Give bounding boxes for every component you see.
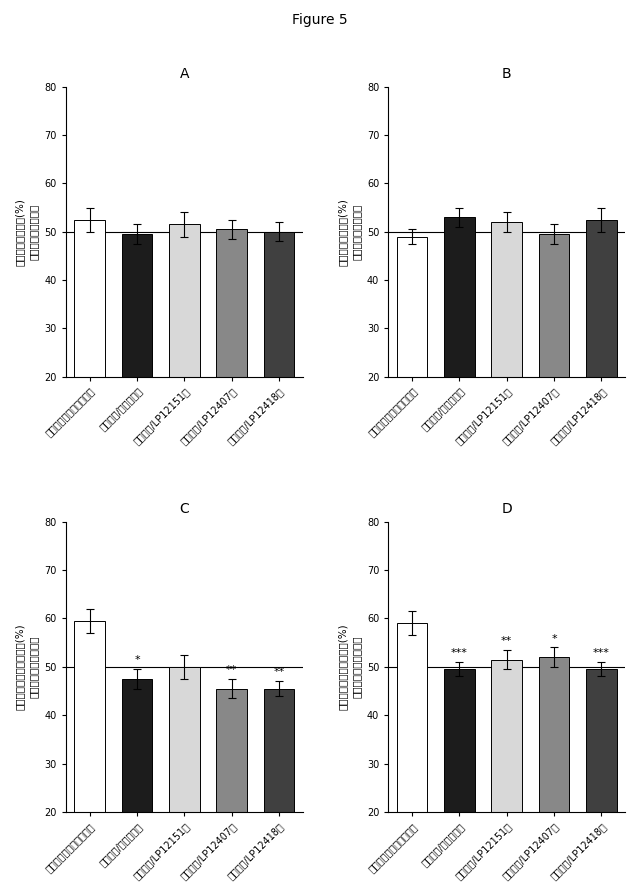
Bar: [444, 217, 475, 377]
Bar: [397, 237, 428, 377]
Y-axis label: 新規な物体相互作用頼度(%)
新規な物体セッション: 新規な物体相互作用頼度(%) 新規な物体セッション: [15, 624, 39, 711]
Bar: [74, 220, 105, 377]
Text: Figure 5: Figure 5: [292, 13, 348, 28]
Bar: [169, 667, 200, 812]
Text: **: **: [273, 668, 285, 677]
Bar: [169, 225, 200, 377]
Bar: [216, 688, 247, 812]
Bar: [122, 679, 152, 812]
Bar: [397, 624, 428, 812]
Text: D: D: [501, 502, 512, 516]
Y-axis label: 物体相互作用時間(%)
同一物体セッション: 物体相互作用時間(%) 同一物体セッション: [337, 198, 362, 266]
Bar: [264, 688, 294, 812]
Bar: [586, 220, 617, 377]
Bar: [492, 659, 522, 812]
Bar: [74, 621, 105, 812]
Text: *: *: [134, 655, 140, 666]
Bar: [492, 222, 522, 377]
Text: B: B: [502, 67, 511, 81]
Text: ***: ***: [593, 648, 610, 658]
Text: *: *: [551, 633, 557, 643]
Text: **: **: [226, 665, 237, 675]
Text: ***: ***: [451, 648, 468, 658]
Text: **: **: [501, 636, 512, 646]
Bar: [539, 234, 570, 377]
Bar: [264, 232, 294, 377]
Bar: [216, 229, 247, 377]
Text: C: C: [179, 502, 189, 516]
Y-axis label: 新規な物体相互作用時間(%)
新規な物体セッション: 新規な物体相互作用時間(%) 新規な物体セッション: [337, 624, 362, 711]
Text: A: A: [180, 67, 189, 81]
Bar: [586, 669, 617, 812]
Bar: [122, 234, 152, 377]
Bar: [444, 669, 475, 812]
Bar: [539, 657, 570, 812]
Y-axis label: 物体相互作用頼度(%)
同一物体セッション: 物体相互作用頼度(%) 同一物体セッション: [15, 198, 39, 266]
